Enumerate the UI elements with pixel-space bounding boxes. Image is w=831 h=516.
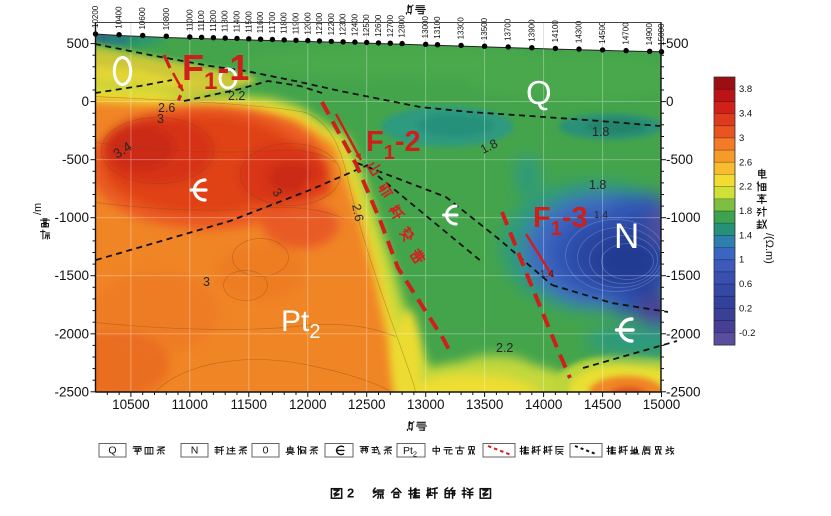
svg-text:13500: 13500 xyxy=(466,397,504,412)
svg-text:-500: -500 xyxy=(62,152,89,167)
svg-text:500: 500 xyxy=(666,36,689,51)
svg-text:14500: 14500 xyxy=(598,21,607,44)
svg-text:12300: 12300 xyxy=(339,13,348,36)
svg-text:0: 0 xyxy=(81,94,89,109)
svg-text:F1-1: F1-1 xyxy=(182,47,249,95)
svg-text:Q: Q xyxy=(526,74,552,111)
svg-text:14500: 14500 xyxy=(584,397,622,412)
svg-text:10800: 10800 xyxy=(162,7,171,30)
svg-text:-2000: -2000 xyxy=(666,326,701,341)
svg-text:0.2: 0.2 xyxy=(739,304,752,315)
svg-text:1.4: 1.4 xyxy=(594,210,608,221)
svg-text:12700: 12700 xyxy=(386,14,395,37)
svg-text:11400: 11400 xyxy=(233,10,242,32)
svg-text:3: 3 xyxy=(739,133,744,144)
svg-text:10500: 10500 xyxy=(112,397,150,412)
svg-text:1.8: 1.8 xyxy=(739,206,752,217)
svg-text:3.4: 3.4 xyxy=(739,109,752,120)
svg-text:3: 3 xyxy=(157,112,164,126)
svg-text:14300: 14300 xyxy=(575,20,584,43)
svg-text:12200: 12200 xyxy=(327,13,336,36)
svg-text:11000: 11000 xyxy=(185,9,194,31)
svg-text:0: 0 xyxy=(666,94,674,109)
svg-text:3: 3 xyxy=(203,275,210,289)
svg-text:2.6: 2.6 xyxy=(349,203,366,223)
svg-text:-1000: -1000 xyxy=(666,210,701,225)
svg-text:/m: /m xyxy=(32,203,44,215)
svg-text:12000: 12000 xyxy=(289,397,327,412)
svg-text:11500: 11500 xyxy=(231,397,268,412)
svg-text:14700: 14700 xyxy=(622,22,631,45)
svg-text:Pt2: Pt2 xyxy=(281,305,320,343)
svg-text:12600: 12600 xyxy=(374,14,383,37)
svg-text:13100: 13100 xyxy=(433,16,442,39)
svg-text:-1000: -1000 xyxy=(54,210,89,225)
svg-text:11900: 11900 xyxy=(292,12,301,34)
svg-text:11300: 11300 xyxy=(221,10,230,32)
svg-text:1.8: 1.8 xyxy=(589,178,606,192)
svg-text:12500: 12500 xyxy=(362,14,371,37)
svg-text:N: N xyxy=(614,217,639,256)
svg-text:13500: 13500 xyxy=(480,17,489,40)
svg-text:11100: 11100 xyxy=(197,10,206,32)
svg-text:12500: 12500 xyxy=(348,397,386,412)
svg-text:10400: 10400 xyxy=(115,6,124,29)
svg-text:F1-2: F1-2 xyxy=(366,126,421,164)
svg-text:13300: 13300 xyxy=(457,17,466,40)
svg-text:1.8: 1.8 xyxy=(592,125,609,139)
svg-text:13700: 13700 xyxy=(504,18,513,41)
svg-text:12100: 12100 xyxy=(315,12,324,35)
svg-text:2.6: 2.6 xyxy=(739,157,752,168)
svg-text:-500: -500 xyxy=(666,152,693,167)
svg-text:0.6: 0.6 xyxy=(739,279,752,290)
svg-text:11500: 11500 xyxy=(244,11,253,33)
svg-text:12400: 12400 xyxy=(350,13,359,36)
svg-text:1.4: 1.4 xyxy=(540,269,554,280)
svg-text:12800: 12800 xyxy=(398,15,407,38)
svg-text:11000: 11000 xyxy=(172,397,209,412)
svg-text:2.2: 2.2 xyxy=(739,182,752,193)
svg-text:-1500: -1500 xyxy=(54,268,89,283)
svg-text:10600: 10600 xyxy=(138,7,147,30)
svg-text:13000: 13000 xyxy=(407,397,445,412)
svg-text:13900: 13900 xyxy=(527,19,536,42)
svg-text:-2000: -2000 xyxy=(54,326,89,341)
svg-text:-2500: -2500 xyxy=(54,384,89,399)
svg-text:-2500: -2500 xyxy=(666,384,701,399)
svg-text:0: 0 xyxy=(263,445,269,457)
svg-text:2.2: 2.2 xyxy=(228,89,245,103)
svg-text:14000: 14000 xyxy=(525,397,563,412)
svg-text:2: 2 xyxy=(347,486,354,501)
svg-text:-1500: -1500 xyxy=(666,268,701,283)
svg-text:1: 1 xyxy=(739,255,744,266)
svg-text:3.8: 3.8 xyxy=(739,84,752,95)
svg-text:N: N xyxy=(191,445,199,457)
svg-text:Q: Q xyxy=(108,445,116,457)
svg-text:11200: 11200 xyxy=(209,9,218,31)
svg-text:2.2: 2.2 xyxy=(496,341,513,355)
svg-text:/(Ω.m): /(Ω.m) xyxy=(763,233,775,264)
svg-text:12000: 12000 xyxy=(303,12,312,35)
svg-text:14900: 14900 xyxy=(645,23,654,46)
svg-text:15000: 15000 xyxy=(643,397,681,412)
svg-text:500: 500 xyxy=(66,36,89,51)
svg-text:14100: 14100 xyxy=(551,20,560,43)
svg-text:10200: 10200 xyxy=(91,5,100,28)
svg-text:2.6: 2.6 xyxy=(158,101,175,115)
svg-text:1.4: 1.4 xyxy=(739,230,752,241)
svg-text:-0.2: -0.2 xyxy=(739,328,755,339)
svg-text:1.8: 1.8 xyxy=(478,136,500,156)
svg-text:13000: 13000 xyxy=(421,16,430,39)
